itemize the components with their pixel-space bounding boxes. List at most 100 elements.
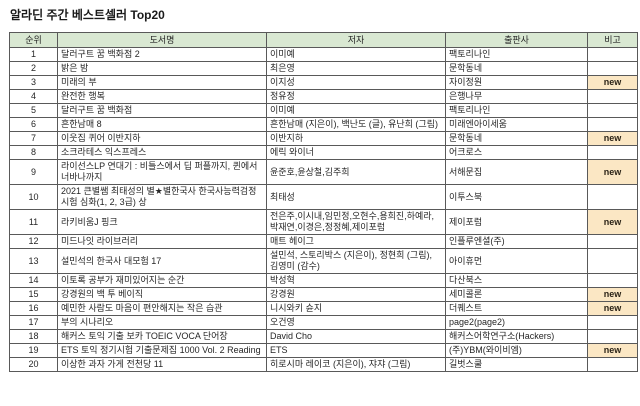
publisher-cell: 미래엔아이세움 [445,117,588,132]
book-title-cell: 강경원의 백 투 베이직 [57,287,267,302]
table-row: 17 부의 시나리오 오건영 page2(page2) [9,315,638,330]
table-row: 15 강경원의 백 투 베이직 강경원 세미콜론 new [9,287,638,302]
publisher-cell: 세미콜론 [445,287,588,302]
table-row: 8 소크라테스 익스프레스 에릭 와이너 어크로스 [9,145,638,160]
table-row: 2 밝은 밤 최은영 문학동네 [9,61,638,76]
publisher-cell: 제이포럼 [445,209,588,235]
rank-cell: 5 [9,103,58,118]
new-badge-cell [587,357,638,372]
table-header-row: 순위 도서명 저자 출판사 비고 [9,32,638,48]
table-row: 14 이토록 공부가 재미있어지는 순간 박성혁 다산북스 [9,273,638,288]
publisher-cell: 해커스어학연구소(Hackers) [445,329,588,344]
new-badge-cell [587,315,638,330]
new-badge-cell [587,329,638,344]
rank-cell: 9 [9,159,58,185]
new-badge-cell: new [587,209,638,235]
book-title-cell: 미래의 부 [57,75,267,90]
book-title-cell: 2021 큰별쌤 최태성의 별★별한국사 한국사능력검정시험 심화(1, 2, … [57,184,267,210]
author-cell: 니시와키 슌지 [266,301,446,316]
book-title-cell: 소크라테스 익스프레스 [57,145,267,160]
book-title-cell: 해커스 토익 기출 보카 TOEIC VOCA 단어장 [57,329,267,344]
table-row: 5 달러구트 꿈 백화점 이미예 팩토리나인 [9,103,638,118]
publisher-cell: 더퀘스트 [445,301,588,316]
rank-cell: 20 [9,357,58,372]
book-title-cell: 라이선스LP 연대기 : 비틀스에서 딥 퍼플까지, 퀸에서 너바나까지 [57,159,267,185]
page-title: 알라딘 주간 베스트셀러 Top20 [10,8,165,22]
table-row: 12 미드나잇 라이브러리 매트 헤이그 인플루엔셜(주) [9,234,638,249]
book-title-cell: 이상한 과자 가게 전천당 11 [57,357,267,372]
publisher-cell: 아이휴먼 [445,248,588,274]
rank-cell: 6 [9,117,58,132]
publisher-cell: 서해문집 [445,159,588,185]
new-badge-cell: new [587,131,638,146]
author-cell: 이미예 [266,47,446,62]
table-row: 1 달러구트 꿈 백화점 2 이미예 팩토리나인 [9,47,638,62]
rank-cell: 13 [9,248,58,274]
table-row: 3 미래의 부 이지성 자이정원 new [9,75,638,90]
book-title-cell: ETS 토익 정기시험 기출문제집 1000 Vol. 2 Reading [57,343,267,358]
book-title-cell: 라키비움J 핑크 [57,209,267,235]
author-cell: 설민석, 스토리박스 (지은이), 정현희 (그림), 김영미 (감수) [266,248,446,274]
new-badge-cell: new [587,159,638,185]
table-row: 11 라키비움J 핑크 전은주,이시내,임민정,오현수,용희진,하예라,박재연,… [9,209,638,235]
publisher-cell: 이투스북 [445,184,588,210]
publisher-cell: 자이정원 [445,75,588,90]
rank-cell: 11 [9,209,58,235]
rank-cell: 10 [9,184,58,210]
author-cell: 강경원 [266,287,446,302]
publisher-cell: 길벗스쿨 [445,357,588,372]
new-badge-cell [587,117,638,132]
book-title-cell: 부의 시나리오 [57,315,267,330]
new-badge-cell: new [587,301,638,316]
col-header-publisher: 출판사 [445,32,588,48]
author-cell: 최은영 [266,61,446,76]
publisher-cell: page2(page2) [445,315,588,330]
rank-cell: 3 [9,75,58,90]
book-title-cell: 예민한 사람도 마음이 편안해지는 작은 습관 [57,301,267,316]
table-row: 4 완전한 행복 정유정 은행나무 [9,89,638,104]
author-cell: David Cho [266,329,446,344]
publisher-cell: 어크로스 [445,145,588,160]
rank-cell: 17 [9,315,58,330]
author-cell: 박성혁 [266,273,446,288]
publisher-cell: 인플루엔셜(주) [445,234,588,249]
new-badge-cell [587,248,638,274]
book-title-cell: 완전한 행복 [57,89,267,104]
rank-cell: 19 [9,343,58,358]
rank-cell: 16 [9,301,58,316]
rank-cell: 7 [9,131,58,146]
publisher-cell: 팩토리나인 [445,103,588,118]
table-row: 6 흔한남매 8 흔한남매 (지은이), 백난도 (글), 유난희 (그림) 미… [9,117,638,132]
book-title-cell: 설민석의 한국사 대모험 17 [57,248,267,274]
table-row: 10 2021 큰별쌤 최태성의 별★별한국사 한국사능력검정시험 심화(1, … [9,184,638,210]
author-cell: 매트 헤이그 [266,234,446,249]
new-badge-cell [587,89,638,104]
author-cell: 윤준호,윤상철,김주희 [266,159,446,185]
rank-cell: 15 [9,287,58,302]
new-badge-cell [587,234,638,249]
new-badge-cell [587,61,638,76]
rank-cell: 1 [9,47,58,62]
author-cell: 흔한남매 (지은이), 백난도 (글), 유난희 (그림) [266,117,446,132]
rank-cell: 12 [9,234,58,249]
rank-cell: 2 [9,61,58,76]
author-cell: 오건영 [266,315,446,330]
bestseller-sheet: 알라딘 주간 베스트셀러 Top20 순위 도서명 저자 출판사 비고 1 달러… [9,8,638,372]
author-cell: 에릭 와이너 [266,145,446,160]
book-title-cell: 달러구트 꿈 백화점 2 [57,47,267,62]
book-title-cell: 미드나잇 라이브러리 [57,234,267,249]
table-row: 20 이상한 과자 가게 전천당 11 히로시마 레이코 (지은이), 쟈쟈 (… [9,357,638,372]
rank-cell: 4 [9,89,58,104]
new-badge-cell: new [587,75,638,90]
publisher-cell: 문학동네 [445,61,588,76]
col-header-author: 저자 [266,32,446,48]
table-body: 1 달러구트 꿈 백화점 2 이미예 팩토리나인 2 밝은 밤 최은영 문학동네… [9,47,638,372]
author-cell: 최태성 [266,184,446,210]
publisher-cell: 문학동네 [445,131,588,146]
new-badge-cell [587,145,638,160]
col-header-rank: 순위 [9,32,58,48]
author-cell: ETS [266,343,446,358]
publisher-cell: 팩토리나인 [445,47,588,62]
table-row: 9 라이선스LP 연대기 : 비틀스에서 딥 퍼플까지, 퀸에서 너바나까지 윤… [9,159,638,185]
rank-cell: 14 [9,273,58,288]
